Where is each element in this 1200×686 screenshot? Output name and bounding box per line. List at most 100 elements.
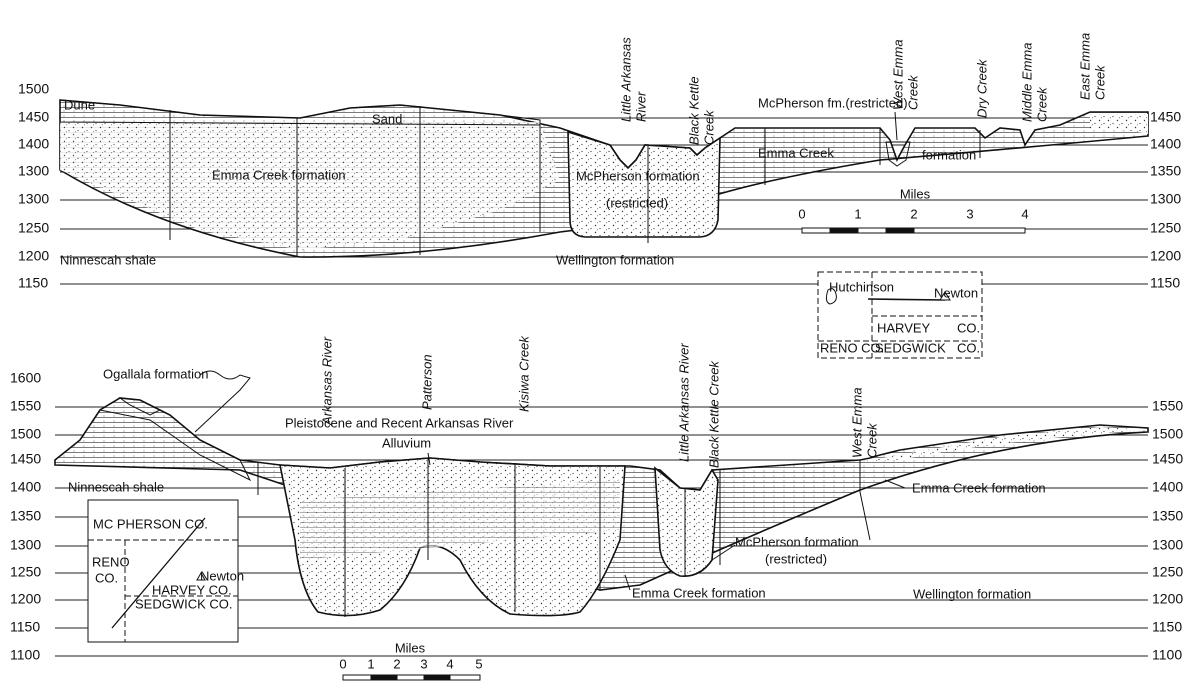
elevation-label: 1200 [18,248,49,264]
elevation-label: 1350 [10,508,41,524]
scale-tick: 5 [475,656,482,671]
elevation-label: 1100 [10,647,40,663]
elevation-label: 1450 [18,109,49,125]
elevation-label: 1200 [10,591,41,607]
stream-label: River [633,91,648,122]
scale-bar [342,674,481,681]
mcpherson-fm: McPherson fm.(restricted) [758,95,908,110]
stream-label: Creek [1034,86,1049,122]
leader [894,111,898,141]
dune-label: Dune [64,97,95,112]
elevation-label: 1550 [1152,398,1183,414]
wellington-formation: Wellington formation [913,586,1031,601]
restricted: (restricted) [606,195,668,210]
elevation-label: 1150 [1150,275,1180,291]
well-lines [257,458,861,617]
east-dots [860,427,1148,462]
hutchinson: Hutchinson [829,279,894,294]
elevation-label: 1250 [10,564,41,580]
elevation-label: 1200 [1152,591,1183,607]
stream-label: Creek [1092,64,1107,100]
elevation-label: 1450 [1150,109,1181,125]
ogallala-label: Ogallala formation [103,366,209,381]
elevation-label: 1350 [1152,508,1183,524]
elevation-label: 1300 [18,163,49,179]
scale-tick: 3 [420,656,427,671]
harvey-co: HARVEY CO. [152,582,232,597]
well-lines [169,106,981,256]
sedgwick-co: SEDGWICK CO. [135,596,233,611]
scale-bar [801,227,1026,234]
ogallala-leader [194,370,251,433]
ogallala-dots [118,397,162,416]
elevation-label: 1350 [1150,163,1181,179]
upper-profile [59,99,1149,258]
dune-sand [59,99,541,126]
elevation-label: 1400 [10,479,41,495]
lower-profile [54,370,1149,617]
restricted: (restricted) [765,551,827,566]
elevation-label: 1450 [1152,451,1183,467]
stream-label: Dry Creek [974,58,989,118]
alluvium-label: Alluvium [382,435,431,450]
stream-label: Creek [905,74,920,110]
stream-label: West Emma [849,387,864,458]
little-arkansas-channel [654,466,719,577]
elevation-label: 1600 [10,370,41,386]
alluvium-lines [300,480,620,560]
elevation-label: 1400 [1150,136,1181,152]
elevation-label: 1500 [10,426,41,442]
emma-creek-right: Emma Creek formation [912,480,1046,495]
scale-tick: 1 [854,206,861,221]
wellington-formation: Wellington formation [556,252,674,267]
sand-label: Sand [372,111,402,126]
scale-tick: 1 [367,656,374,671]
elevation-label: 1400 [1152,479,1183,495]
reno-co: CO. [95,570,118,585]
stream-label: Middle Emma [1019,43,1034,122]
east-dots [1090,114,1148,134]
stream-label: Arkansas River [319,336,334,426]
elevation-label: 1150 [18,275,48,291]
upper-inset [817,271,983,359]
elevation-label: 1250 [18,220,49,236]
stream-label: Creek [864,422,879,458]
generated-labels: 1500145014001300130012501200115014501400… [10,33,1183,672]
emma-creek: Emma Creek [758,145,834,160]
emma-creek-sand [60,122,560,250]
emma-creek-formation: Emma Creek formation [212,167,346,182]
elevation-label: 1150 [1152,619,1182,635]
newton: Newton [934,285,978,300]
elevation-label: 1150 [10,619,40,635]
harvey: HARVEY [877,320,931,335]
elevation-label: 1250 [1150,220,1181,236]
elevation-label: 1200 [1150,248,1181,264]
scale-tick: 2 [910,206,917,221]
elevation-label: 1400 [18,136,49,152]
sedgwick: SEDGWICK [875,340,946,355]
stream-label: Creek [701,109,716,145]
ninnescah-shale: Ninnescah shale [60,252,156,267]
stream-label: East Emma [1077,33,1092,100]
lower-inset [87,499,239,643]
elevation-label: 1500 [18,81,49,97]
pleistocene-label: Pleistocene and Recent Arkansas River [285,415,514,430]
reno: RENO [92,554,130,569]
scale-tick: 3 [966,206,973,221]
ninnescah-shale: Ninnescah shale [68,479,164,494]
harvey-co: CO. [957,320,980,335]
west-emma-fill [885,141,911,167]
elevation-label: 1300 [10,537,41,553]
stream-label: Patterson [419,354,434,410]
mcpherson-block [567,130,721,238]
elevation-label: 1300 [18,191,49,207]
mcpherson-co: MC PHERSON CO. [93,516,208,531]
sedgwick-co: CO. [957,340,980,355]
elevation-label: 1550 [10,398,41,414]
stream-label: Little Arkansas River [676,343,691,462]
scale-tick: 0 [339,656,346,671]
elevation-label: 1500 [1152,426,1183,442]
scale-tick: 4 [1021,206,1028,221]
